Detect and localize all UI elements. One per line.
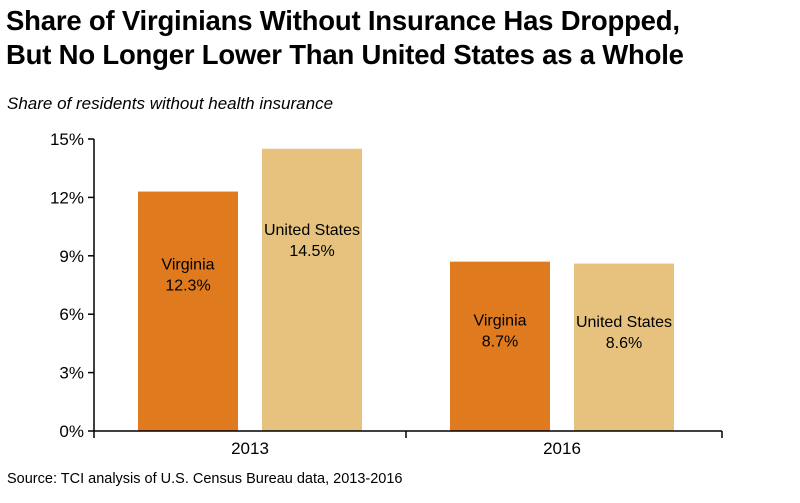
bar-label-series-united-states-2013: United States [264,222,360,239]
y-tick-label-9: 9% [59,247,84,266]
chart-title-line-1: Share of Virginians Without Insurance Ha… [6,5,680,36]
y-tick-label-6: 6% [59,305,84,324]
y-axis-label: Share of residents without health insura… [7,94,334,113]
bar-label-value-virginia-2016: 8.7% [482,334,518,351]
y-tick-label-0: 0% [59,422,84,441]
x-tick-label-2013: 2013 [231,439,269,458]
bar-united-states-2016 [574,263,674,431]
bar-virginia-2016 [450,261,550,431]
chart-title: Share of Virginians Without Insurance Ha… [6,4,796,72]
y-tick-label-3: 3% [59,364,84,383]
bar-virginia-2013 [138,191,238,431]
bar-label-series-united-states-2016: United States [576,314,672,331]
y-tick-label-12: 12% [50,188,84,207]
chart-title-line-2: But No Longer Lower Than United States a… [6,39,684,70]
bar-label-value-united-states-2013: 14.5% [289,243,334,260]
bar-united-states-2013 [262,148,362,431]
bar-label-series-virginia-2016: Virginia [473,313,526,330]
source-note: Source: TCI analysis of U.S. Census Bure… [7,471,403,487]
bar-label-value-united-states-2016: 8.6% [606,335,642,352]
y-tick-label-15: 15% [50,130,84,149]
bar-label-series-virginia-2013: Virginia [161,256,214,273]
x-tick-label-2016: 2016 [543,439,581,458]
bar-label-value-virginia-2013: 12.3% [165,277,210,294]
